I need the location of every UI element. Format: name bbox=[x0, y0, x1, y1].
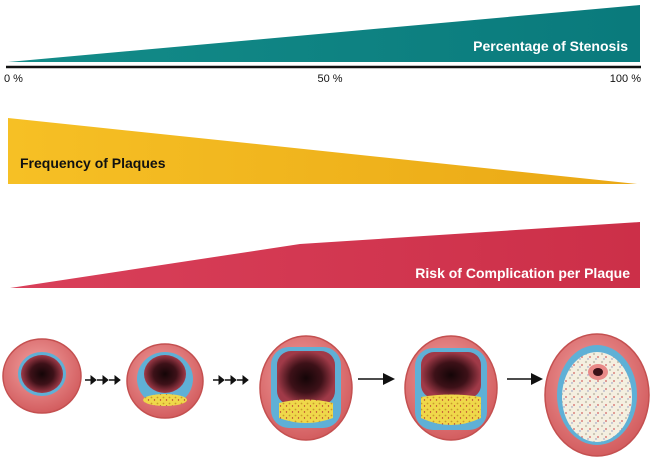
plaques-wedge bbox=[8, 118, 637, 184]
plaques-bar: Frequency of Plaques bbox=[8, 118, 637, 184]
stenosis-bar: Percentage of Stenosis bbox=[8, 5, 640, 62]
risk-bar: Risk of Complication per Plaque bbox=[10, 222, 640, 288]
stenosis-wedge bbox=[8, 5, 640, 62]
artery-stage-advanced bbox=[404, 335, 498, 441]
artery-stage-moderate bbox=[259, 335, 353, 441]
tick-label-0: 0 % bbox=[4, 73, 23, 85]
plaques-label: Frequency of Plaques bbox=[20, 155, 166, 171]
tick-label-50: 50 % bbox=[317, 73, 342, 85]
artery-stages bbox=[2, 333, 650, 457]
progression-arrow-1 bbox=[85, 374, 121, 386]
artery-stage-early bbox=[126, 343, 204, 419]
progression-arrow-2 bbox=[213, 374, 249, 386]
stage-arrows bbox=[85, 373, 543, 386]
percentage-axis: 0 % 50 % 100 % bbox=[4, 65, 641, 85]
risk-wedge bbox=[10, 222, 640, 288]
tick-label-100: 100 % bbox=[610, 73, 641, 85]
artery-stage-normal bbox=[2, 338, 82, 414]
stenosis-label: Percentage of Stenosis bbox=[473, 38, 628, 54]
risk-label: Risk of Complication per Plaque bbox=[415, 265, 630, 281]
artery-stage-severe bbox=[544, 333, 650, 457]
